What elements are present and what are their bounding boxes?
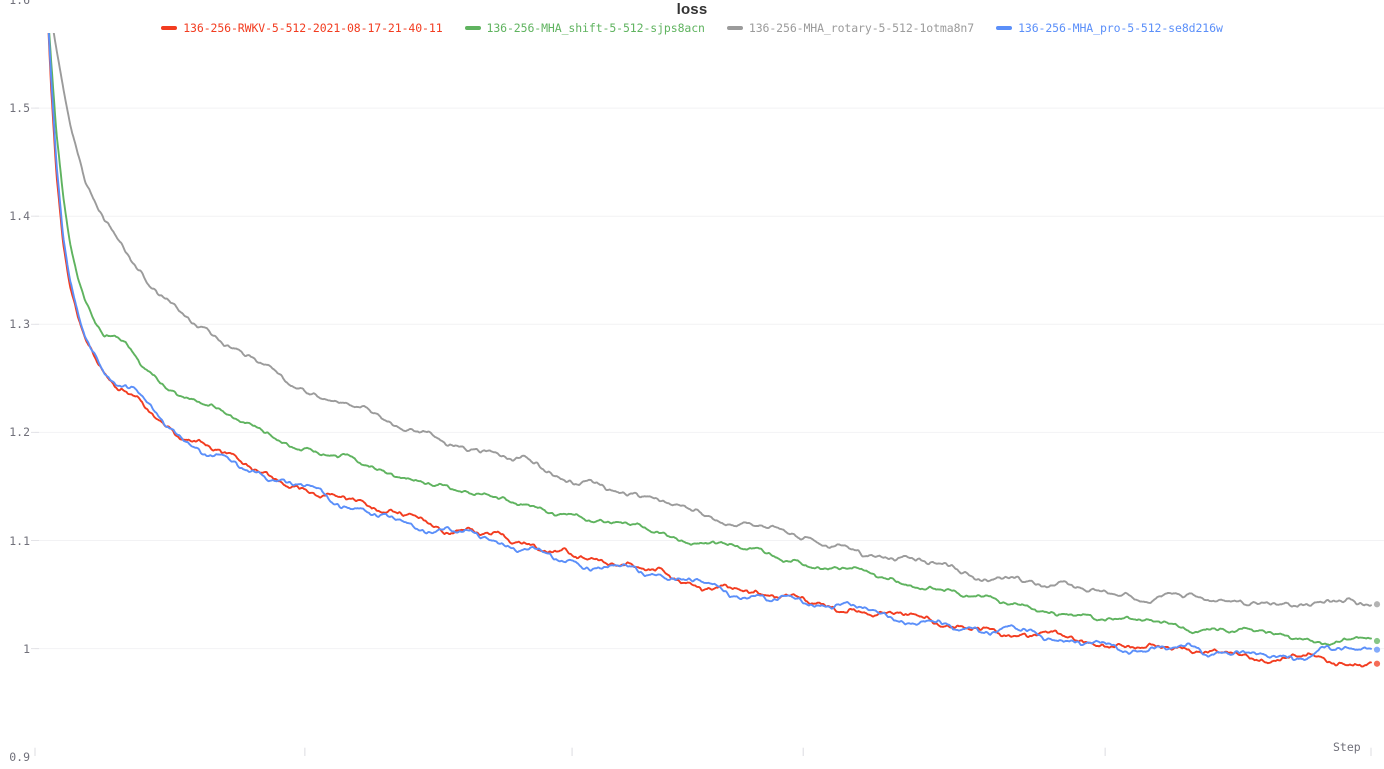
y-axis-tick-label: 1.1 <box>9 533 30 548</box>
y-axis-tick-label: 1.4 <box>9 209 30 224</box>
legend-item[interactable]: 136-256-MHA_rotary-5-512-1otma8n7 <box>726 21 975 35</box>
legend-item-label: 136-256-MHA_pro-5-512-se8d216w <box>1018 21 1223 35</box>
series-line <box>48 33 1372 646</box>
plot-area <box>0 33 1384 756</box>
series-endpoint-marker <box>1373 601 1381 608</box>
y-axis-tick-label: 1 <box>23 641 30 656</box>
legend-item-label: 136-256-MHA_rotary-5-512-1otma8n7 <box>748 21 975 35</box>
legend-item-label: 136-256-MHA_shift-5-512-sjps8acn <box>486 21 705 35</box>
series-endpoint-marker <box>1373 646 1381 653</box>
legend-color-swatch-icon <box>161 26 178 30</box>
y-axis-tick-label: 1.5 <box>9 101 30 116</box>
y-axis-tick-label: 0.9 <box>9 749 30 764</box>
series-line <box>47 33 1372 661</box>
legend-item[interactable]: 136-256-MHA_shift-5-512-sjps8acn <box>464 21 705 35</box>
legend-item[interactable]: 136-256-RWKV-5-512-2021-08-17-21-40-11 <box>161 21 443 35</box>
legend-color-swatch-icon <box>464 26 481 30</box>
chart-legend: 136-256-RWKV-5-512-2021-08-17-21-40-11 13… <box>0 20 1384 36</box>
series-line <box>47 33 1372 668</box>
series-endpoint-marker <box>1373 637 1381 645</box>
page-title: loss <box>676 1 708 18</box>
x-axis-title: Step <box>1333 740 1361 754</box>
y-axis-tick-labels: 1.6 1.5 1.4 1.3 1.2 1.1 1 0.9 <box>0 0 34 769</box>
y-axis-tick-label: 1.2 <box>9 425 30 440</box>
series-line <box>52 33 1372 608</box>
plot-svg <box>31 33 1384 756</box>
legend-item[interactable]: 136-256-MHA_pro-5-512-se8d216w <box>996 21 1223 35</box>
y-axis-tick-label: 1.3 <box>9 317 30 332</box>
legend-color-swatch-icon <box>996 26 1013 30</box>
series-endpoint-marker <box>1373 660 1381 667</box>
legend-item-label: 136-256-RWKV-5-512-2021-08-17-21-40-11 <box>183 21 443 35</box>
legend-color-swatch-icon <box>726 26 743 30</box>
y-axis-tick-label: 1.6 <box>9 0 30 7</box>
